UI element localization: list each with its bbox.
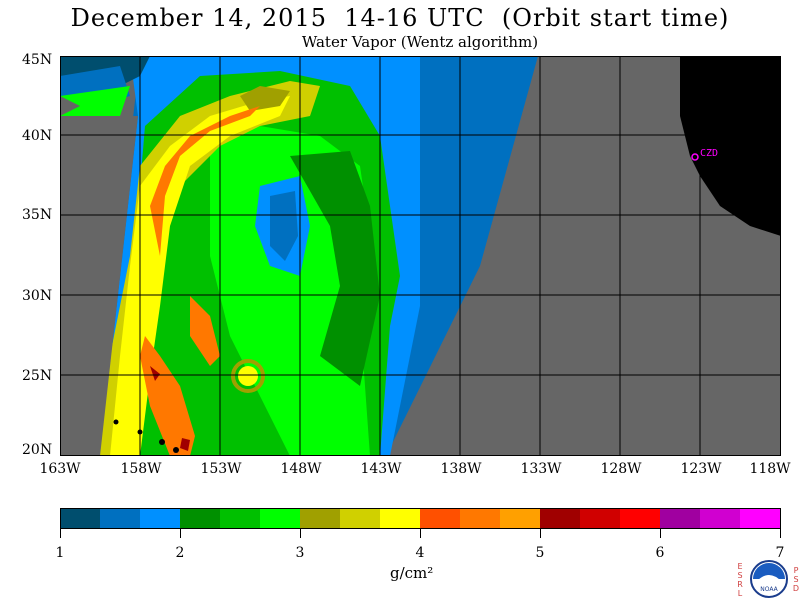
colorbar-cell (140, 508, 181, 529)
lon-label-153w: 153W (200, 461, 242, 477)
colorbar-tick-3: 3 (295, 545, 305, 561)
colorbar-cell (420, 508, 461, 529)
colorbar-tick-6: 6 (655, 545, 665, 561)
logo-letter-e: E (737, 562, 743, 571)
colorbar-cell (620, 508, 661, 529)
colorbar-tick-2: 2 (175, 545, 185, 561)
lon-label-158w: 158W (120, 461, 162, 477)
colorbar-tick-marks (60, 529, 781, 538)
swath-yellow-eddy (238, 366, 258, 386)
lat-label-20n: 20N (22, 442, 53, 458)
station-marker (691, 153, 699, 161)
logo-letter-l: L (737, 589, 743, 598)
swath-dark-red-spot (150, 366, 160, 381)
logo-letter-r: R (737, 580, 743, 589)
swath-olive-eddy-ring (231, 359, 265, 393)
swath-orange-patch (190, 296, 220, 366)
colorbar-cell (660, 508, 701, 529)
lon-label-128w: 128W (600, 461, 642, 477)
colorbar-cell (300, 508, 341, 529)
lon-label-143w: 143W (360, 461, 402, 477)
logo-letter-p: P (793, 566, 799, 575)
colorbar-cell (260, 508, 301, 529)
colorbar-cell (380, 508, 421, 529)
swath-olive-patch (240, 86, 290, 111)
swath-blue-hole-core (270, 191, 298, 261)
colorbar-cell (580, 508, 621, 529)
logo-letter-s: S (737, 571, 743, 580)
lon-label-123w: 123W (680, 461, 722, 477)
noaa-emblem-text: NOAA (760, 586, 778, 593)
lon-label-133w: 133W (520, 461, 562, 477)
map-title: December 14, 2015 14-16 UTC (Orbit start… (70, 4, 730, 32)
california-land (680, 56, 781, 236)
colorbar-cell (340, 508, 381, 529)
map-subtitle: Water Vapor (Wentz algorithm) (301, 33, 539, 51)
colorbar-border (60, 508, 781, 529)
colorbar-cell (60, 508, 101, 529)
colorbar-units: g/cm² (390, 564, 434, 582)
water-vapor-map: CZD (60, 56, 781, 456)
colorbar-cell (700, 508, 741, 529)
logo-letter-d: D (792, 584, 800, 593)
colorbar-cell (500, 508, 541, 529)
island-maui (159, 439, 165, 445)
island-hawaii (173, 447, 179, 453)
graticule (60, 56, 781, 456)
swath-bright-yellow-band (110, 96, 290, 456)
lat-label-30n: 30N (22, 288, 53, 304)
noaa-esrl-psd-logo: E S R L NOAA P S D (736, 558, 800, 600)
lon-label-138w: 138W (440, 461, 482, 477)
lat-label-45n: 45N (22, 52, 53, 68)
colorbar-cell (740, 508, 781, 529)
station-label: CZD (700, 148, 718, 159)
swath-west-gap (60, 116, 138, 456)
swath-dark-red-spot-south (180, 438, 190, 451)
colorbar-cells (60, 508, 781, 529)
colorbar-cell (460, 508, 501, 529)
swath-dark-green-band (290, 151, 380, 386)
colorbar-tick-4: 4 (415, 545, 425, 561)
swath-data-field (60, 56, 538, 456)
lat-label-25n: 25N (22, 368, 53, 384)
colorbar-cell (180, 508, 221, 529)
swath-orange-band-south (140, 336, 195, 456)
swath-orange-band-north (150, 96, 270, 256)
swath-west-gap-top (60, 96, 80, 116)
lon-label-148w: 148W (280, 461, 322, 477)
lat-label-35n: 35N (22, 207, 53, 223)
colorbar-cell (100, 508, 141, 529)
island-kauai (113, 419, 119, 425)
colorbar-cell (540, 508, 581, 529)
lat-label-40n: 40N (22, 128, 53, 144)
map-border (60, 56, 781, 456)
colorbar-cell (220, 508, 261, 529)
logo-letter-s2: S (793, 575, 799, 584)
colorbar-tick-1: 1 (55, 545, 65, 561)
colorbar-tick-5: 5 (535, 545, 545, 561)
colorbar (60, 508, 781, 538)
noaa-emblem-icon: NOAA (750, 560, 788, 598)
swath-yellow-band (90, 81, 320, 456)
swath-green-corner (60, 86, 130, 116)
lon-label-163w: 163W (39, 461, 81, 477)
colorbar-tick-7: 7 (775, 545, 785, 561)
lon-label-118w: 118W (749, 461, 791, 477)
